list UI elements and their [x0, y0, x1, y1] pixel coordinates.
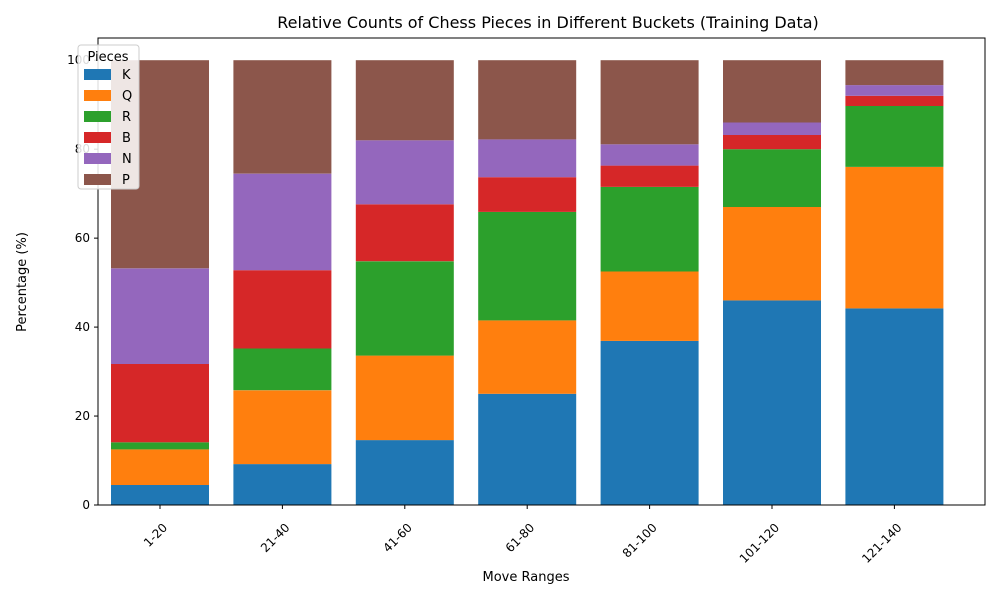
bar-B-41-60: [355, 204, 454, 262]
bar-B-21-40: [233, 270, 332, 349]
bar-K-121-140: [845, 308, 944, 505]
bar-P-101-120: [723, 60, 821, 123]
x-tick-label: 41-60: [380, 521, 415, 556]
legend-swatch-B: [84, 132, 111, 143]
bar-Q-21-40: [233, 390, 332, 465]
y-tick-label: 20: [75, 409, 90, 423]
y-tick-label: 40: [75, 320, 90, 334]
bar-Q-101-120: [723, 207, 821, 301]
legend-swatch-R: [84, 111, 111, 122]
y-tick-label: 60: [75, 231, 90, 245]
x-axis-label: Move Ranges: [483, 570, 570, 585]
x-tick-label: 61-80: [503, 521, 538, 556]
bar-N-21-40: [233, 173, 332, 271]
bar-Q-41-60: [355, 355, 454, 441]
bar-R-21-40: [233, 348, 332, 391]
legend-label-R: R: [122, 110, 131, 125]
legend-swatch-K: [84, 69, 111, 80]
legend-label-Q: Q: [122, 89, 132, 104]
y-axis-label: Percentage (%): [15, 232, 30, 332]
bar-K-1-20: [111, 485, 209, 505]
bar-B-1-20: [111, 364, 209, 443]
bar-R-81-100: [600, 187, 699, 272]
legend-label-B: B: [122, 131, 131, 146]
bar-N-1-20: [111, 268, 209, 364]
legend-swatch-N: [84, 153, 111, 164]
bar-Q-1-20: [111, 449, 209, 485]
y-tick-label: 0: [82, 498, 90, 512]
legend-label-P: P: [122, 173, 130, 188]
bar-P-121-140: [845, 60, 944, 86]
bar-R-61-80: [478, 211, 577, 321]
bar-P-21-40: [233, 60, 332, 174]
legend-title: Pieces: [87, 50, 128, 65]
chart-title: Relative Counts of Chess Pieces in Diffe…: [277, 13, 819, 32]
bar-Q-121-140: [845, 167, 944, 309]
bar-R-1-20: [111, 442, 209, 450]
bar-K-41-60: [355, 440, 454, 505]
bar-Q-81-100: [600, 271, 699, 341]
bar-P-81-100: [600, 60, 699, 145]
x-tick-label: 81-100: [620, 521, 660, 561]
legend-swatch-Q: [84, 90, 111, 101]
bar-R-101-120: [723, 149, 821, 207]
bar-K-61-80: [478, 393, 577, 505]
bar-P-61-80: [478, 60, 577, 140]
bar-R-41-60: [355, 261, 454, 356]
bar-K-21-40: [233, 464, 332, 505]
bar-K-81-100: [600, 340, 699, 505]
x-tick-label: 1-20: [141, 521, 170, 550]
bar-N-41-60: [355, 140, 454, 205]
bar-R-121-140: [845, 106, 944, 167]
bar-N-61-80: [478, 139, 577, 178]
plot-area: 1-20 21-40 41-60 61-80 81-100 101-120 121-140 0…: [67, 53, 944, 566]
x-tick-label: 21-40: [258, 521, 293, 556]
legend-label-K: K: [122, 68, 131, 83]
bar-N-81-100: [600, 144, 699, 166]
legend-label-N: N: [122, 152, 132, 167]
legend-swatch-P: [84, 174, 111, 185]
x-tick-label: 121-140: [859, 521, 904, 566]
x-tick-label: 101-120: [737, 521, 782, 566]
bar-B-121-140: [845, 95, 944, 106]
bar-B-101-120: [723, 135, 821, 150]
bar-Q-61-80: [478, 320, 577, 394]
bar-K-101-120: [723, 300, 821, 505]
bar-B-81-100: [600, 165, 699, 187]
bar-B-61-80: [478, 177, 577, 212]
bar-P-41-60: [355, 60, 454, 141]
bar-N-101-120: [723, 122, 821, 135]
bar-N-121-140: [845, 85, 944, 96]
plot-frame: [97, 37, 986, 506]
